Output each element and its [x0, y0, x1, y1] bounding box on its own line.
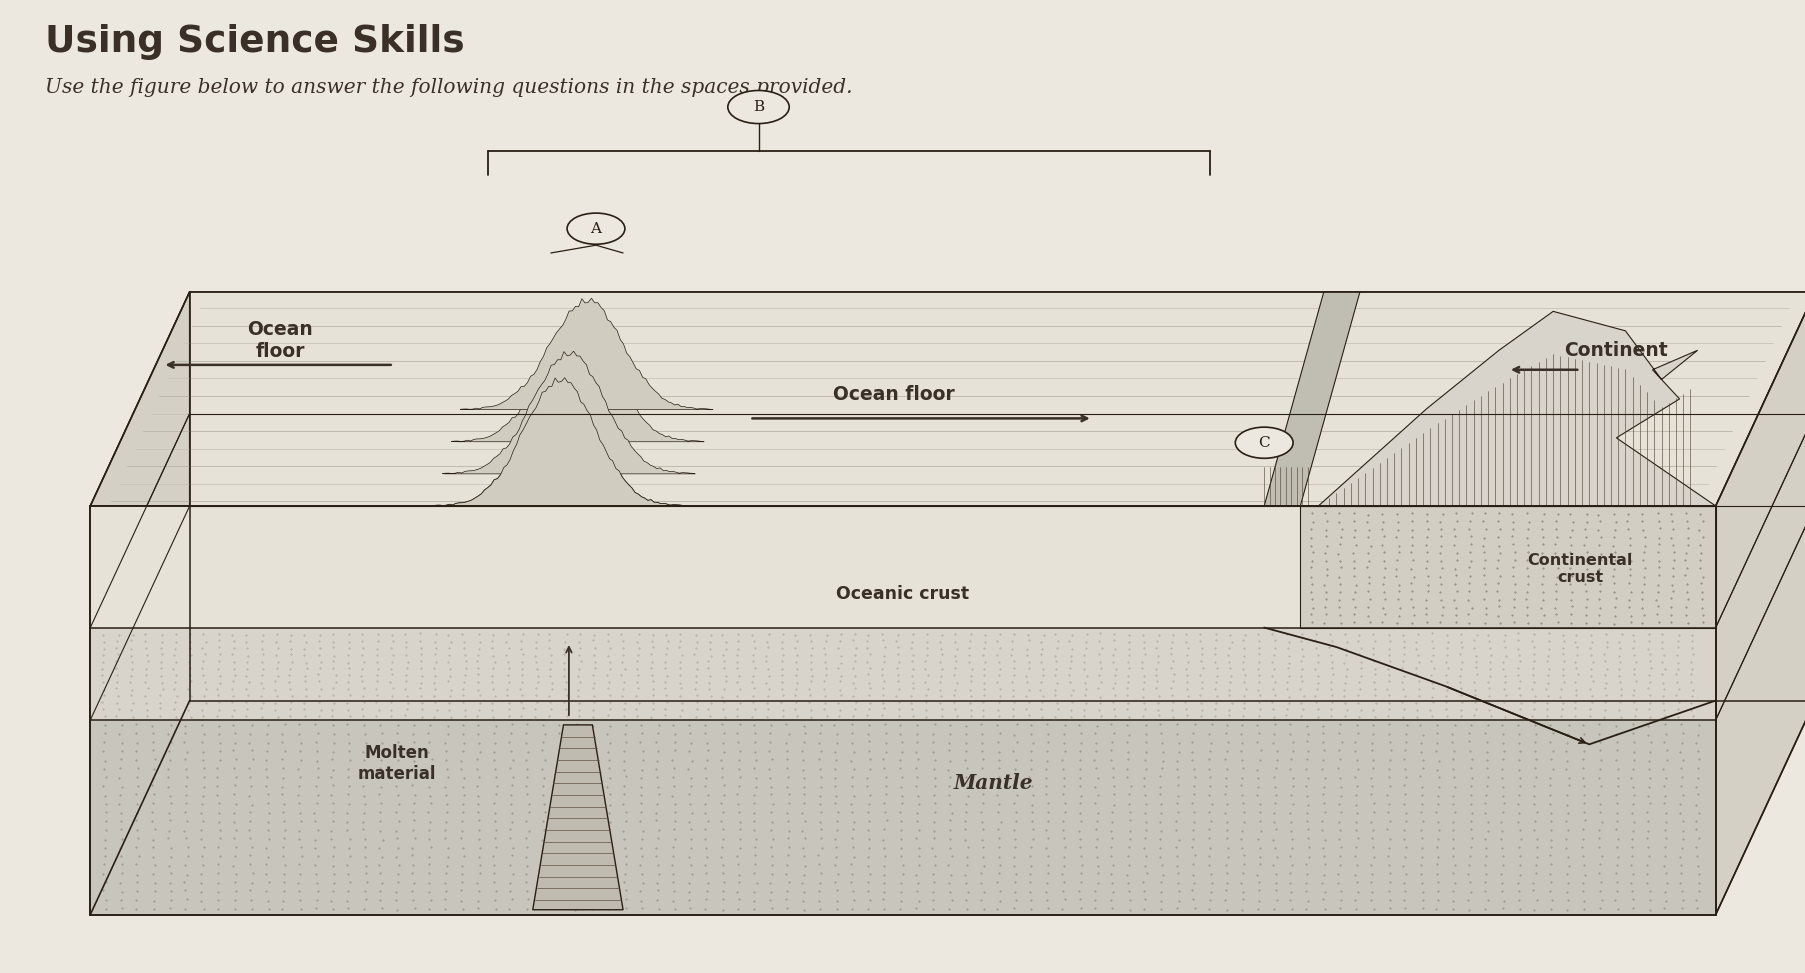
Polygon shape	[90, 292, 190, 915]
Circle shape	[1235, 427, 1292, 458]
Text: B: B	[753, 100, 764, 114]
Polygon shape	[442, 351, 695, 474]
Text: Ocean floor: Ocean floor	[832, 384, 955, 404]
Circle shape	[567, 213, 625, 244]
Polygon shape	[532, 725, 623, 910]
Text: A: A	[590, 222, 601, 235]
Circle shape	[727, 90, 789, 124]
Polygon shape	[190, 292, 1805, 414]
Text: Ocean
floor: Ocean floor	[247, 320, 312, 361]
Polygon shape	[451, 325, 704, 442]
Polygon shape	[1715, 292, 1805, 915]
Text: Use the figure below to answer the following questions in the spaces provided.: Use the figure below to answer the follo…	[45, 78, 852, 97]
Polygon shape	[460, 299, 713, 410]
Polygon shape	[90, 292, 1805, 506]
Text: Continent: Continent	[1563, 341, 1668, 360]
Polygon shape	[1300, 506, 1715, 628]
Text: Continental
crust: Continental crust	[1527, 553, 1632, 586]
Polygon shape	[90, 720, 1715, 915]
Polygon shape	[1264, 292, 1359, 506]
Polygon shape	[190, 506, 1805, 701]
Polygon shape	[433, 378, 686, 506]
Text: Mantle: Mantle	[953, 774, 1032, 793]
Text: Molten
material: Molten material	[357, 744, 437, 783]
Polygon shape	[90, 628, 1715, 720]
Polygon shape	[1300, 311, 1715, 506]
Text: Using Science Skills: Using Science Skills	[45, 24, 464, 60]
Text: Oceanic crust: Oceanic crust	[836, 585, 969, 602]
Polygon shape	[433, 378, 686, 506]
Text: C: C	[1258, 436, 1269, 450]
Polygon shape	[90, 506, 1715, 628]
Polygon shape	[190, 414, 1805, 506]
